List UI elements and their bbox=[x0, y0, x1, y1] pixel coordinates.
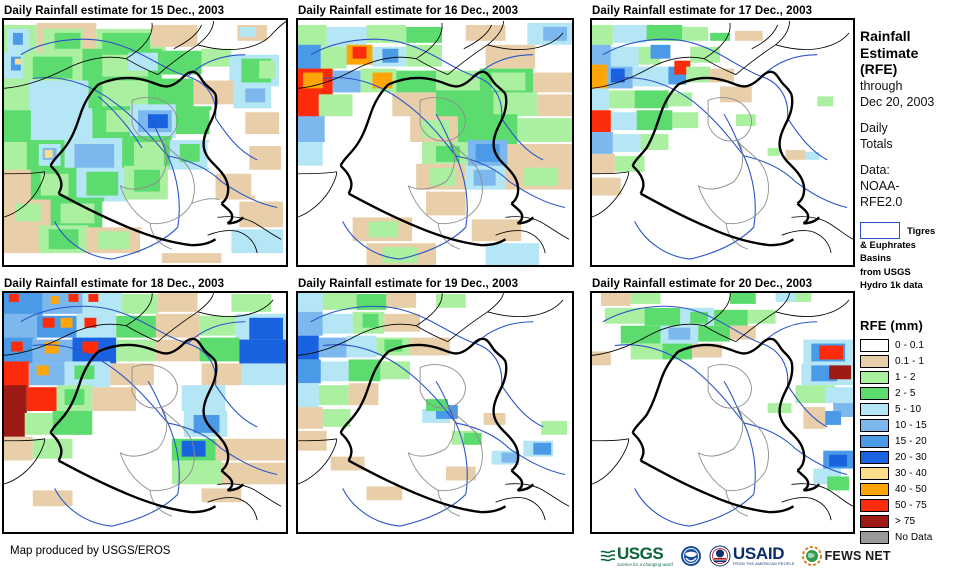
map-panel-1[interactable]: Daily Rainfall estimate for 15 Dec., 200… bbox=[2, 4, 290, 267]
fews-globe-icon bbox=[801, 546, 822, 566]
map-canvas-5 bbox=[297, 292, 573, 533]
usaid-logo-text: USAID bbox=[732, 543, 785, 563]
legend-row: 2 - 5 bbox=[860, 385, 967, 401]
legend-swatch bbox=[860, 386, 889, 400]
map-frame-3[interactable] bbox=[590, 18, 855, 267]
basin-line4: from USGS bbox=[860, 266, 911, 278]
sidebar-title-line3: (RFE) bbox=[860, 61, 898, 77]
sidebar-data-line1: Data: bbox=[860, 162, 890, 177]
legend-row: 15 - 20 bbox=[860, 433, 967, 449]
rfe-legend: RFE (mm) 0 - 0.1 0.1 - 1 1 - 2 2 - 5 5 - 10 1… bbox=[860, 318, 967, 545]
legend-row: 10 - 15 bbox=[860, 417, 967, 433]
sidebar-title-line1: Rainfall bbox=[860, 28, 911, 44]
sidebar-data-line2: NOAA- bbox=[860, 178, 900, 193]
legend-row: 0 - 0.1 bbox=[860, 337, 967, 353]
legend-swatch bbox=[860, 514, 889, 528]
map-frame-2[interactable] bbox=[296, 18, 574, 267]
legend-swatch bbox=[860, 354, 889, 368]
legend-label: 5 - 10 bbox=[895, 403, 922, 415]
legend-row: 40 - 50 bbox=[860, 481, 967, 497]
legend-swatch bbox=[860, 434, 889, 448]
map-credit: Map produced by USGS/EROS bbox=[10, 545, 171, 557]
legend-swatch bbox=[860, 402, 889, 416]
legend-swatch bbox=[860, 370, 889, 384]
map-canvas-3 bbox=[591, 19, 854, 266]
panel-title-5: Daily Rainfall estimate for 19 Dec., 200… bbox=[298, 278, 519, 290]
legend-swatch bbox=[860, 482, 889, 496]
panel-title-2: Daily Rainfall estimate for 16 Dec., 200… bbox=[298, 5, 519, 17]
basin-line5: Hydro 1k data bbox=[860, 280, 923, 291]
legend-row: 20 - 30 bbox=[860, 449, 967, 465]
legend-label: 0 - 0.1 bbox=[895, 339, 925, 351]
map-panel-6[interactable]: Daily Rainfall estimate for 20 Dec., 200… bbox=[590, 277, 860, 534]
map-frame-6[interactable] bbox=[590, 291, 855, 534]
map-frame-1[interactable] bbox=[2, 18, 288, 267]
legend-label: 50 - 75 bbox=[895, 499, 927, 511]
panel-title-1: Daily Rainfall estimate for 15 Dec., 200… bbox=[4, 5, 225, 17]
legend-row: 50 - 75 bbox=[860, 497, 967, 513]
usgs-logo[interactable]: USGS science for a changing world bbox=[600, 543, 673, 567]
noaa-seal-icon bbox=[680, 546, 701, 566]
legend-row: 30 - 40 bbox=[860, 465, 967, 481]
legend-swatch bbox=[860, 530, 889, 544]
sidebar-totals-line2: Totals bbox=[860, 136, 893, 151]
legend-swatch bbox=[860, 338, 889, 352]
usaid-logo[interactable]: USAID FROM THE AMERICAN PEOPLE bbox=[709, 545, 795, 567]
panel-title-4: Daily Rainfall estimate for 18 Dec., 200… bbox=[4, 278, 225, 290]
legend-swatch bbox=[860, 466, 889, 480]
sidebar-data-line3: RFE2.0 bbox=[860, 194, 903, 209]
sidebar-through-label: through bbox=[860, 78, 903, 93]
legend-row: > 75 bbox=[860, 513, 967, 529]
legend-swatch bbox=[860, 498, 889, 512]
usgs-logo-tagline: science for a changing world bbox=[617, 561, 673, 567]
basin-label: Tigres bbox=[907, 225, 936, 237]
legend-label: > 75 bbox=[895, 515, 916, 527]
legend-label: 15 - 20 bbox=[895, 435, 927, 447]
legend-swatch bbox=[860, 450, 889, 464]
map-canvas-2 bbox=[297, 19, 573, 266]
legend-row: 5 - 10 bbox=[860, 401, 967, 417]
usaid-seal-icon bbox=[709, 545, 731, 567]
legend-row: 1 - 2 bbox=[860, 369, 967, 385]
map-frame-5[interactable] bbox=[296, 291, 574, 534]
basin-legend: Tigres & Euphrates Basins from USGS Hydr… bbox=[860, 221, 967, 293]
noaa-logo[interactable] bbox=[680, 545, 702, 567]
legend-label: 1 - 2 bbox=[895, 371, 916, 383]
legend-label: 40 - 50 bbox=[895, 483, 927, 495]
fews-net-logo-text: FEWS NET bbox=[824, 549, 891, 563]
info-sidebar: Rainfall Estimate (RFE) through Dec 20, … bbox=[860, 0, 967, 576]
legend-row: 0.1 - 1 bbox=[860, 353, 967, 369]
legend-label: 10 - 15 bbox=[895, 419, 927, 431]
legend-label: 2 - 5 bbox=[895, 387, 916, 399]
legend-swatch bbox=[860, 418, 889, 432]
sidebar-through-date: Dec 20, 2003 bbox=[860, 94, 935, 109]
usgs-logo-text: USGS bbox=[617, 543, 664, 563]
panel-title-3: Daily Rainfall estimate for 17 Dec., 200… bbox=[592, 5, 813, 17]
fews-net-logo[interactable]: FEWS NET bbox=[801, 546, 891, 566]
legend-label: 0.1 - 1 bbox=[895, 355, 925, 367]
map-panel-5[interactable]: Daily Rainfall estimate for 19 Dec., 200… bbox=[296, 277, 584, 534]
agency-logos: USGS science for a changing world bbox=[600, 541, 898, 571]
legend-label: No Data bbox=[895, 531, 933, 543]
basin-line3: Basins bbox=[860, 253, 892, 264]
legend-row: No Data bbox=[860, 529, 967, 545]
usaid-logo-tagline: FROM THE AMERICAN PEOPLE bbox=[732, 561, 795, 566]
basin-swatch bbox=[860, 221, 900, 239]
map-panel-3[interactable]: Daily Rainfall estimate for 17 Dec., 200… bbox=[590, 4, 860, 267]
legend-label: 20 - 30 bbox=[895, 451, 927, 463]
map-panel-4[interactable]: Daily Rainfall estimate for 18 Dec., 200… bbox=[2, 277, 290, 534]
map-canvas-6 bbox=[591, 292, 854, 533]
map-canvas-1 bbox=[3, 19, 287, 266]
panel-title-6: Daily Rainfall estimate for 20 Dec., 200… bbox=[592, 278, 813, 290]
usgs-wave-icon bbox=[600, 550, 616, 562]
map-frame-4[interactable] bbox=[2, 291, 288, 534]
map-panel-2[interactable]: Daily Rainfall estimate for 16 Dec., 200… bbox=[296, 4, 584, 267]
legend-title: RFE (mm) bbox=[860, 318, 923, 333]
map-canvas-4 bbox=[3, 292, 287, 533]
legend-label: 30 - 40 bbox=[895, 467, 927, 479]
basin-line2: & Euphrates bbox=[860, 239, 916, 251]
sidebar-title-line2: Estimate bbox=[860, 44, 919, 61]
sidebar-totals-line1: Daily bbox=[860, 120, 888, 135]
